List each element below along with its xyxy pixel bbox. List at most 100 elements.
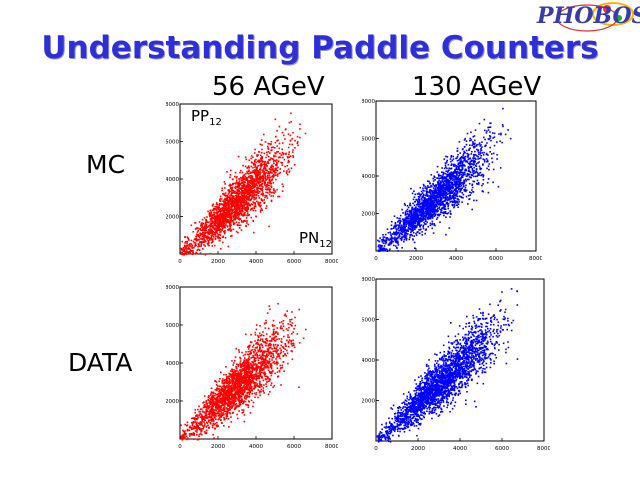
scatter-point: [253, 198, 256, 201]
scatter-point: [461, 201, 463, 203]
scatter-point: [475, 199, 478, 202]
scatter-point: [429, 222, 432, 225]
scatter-point: [266, 197, 269, 199]
scatter-point: [218, 217, 220, 220]
scatter-point: [486, 130, 488, 132]
scatter-point: [401, 228, 404, 230]
scatter-point: [426, 191, 428, 194]
scatter-point: [274, 167, 277, 170]
scatter-point: [404, 219, 406, 222]
scatter-point: [249, 187, 251, 189]
scatter-point: [242, 392, 245, 395]
scatter-point: [285, 153, 287, 156]
scatter-point: [464, 171, 466, 174]
scatter-point: [237, 202, 240, 204]
scatter-point: [458, 199, 460, 201]
scatter-point: [434, 191, 436, 194]
scatter-point: [258, 174, 260, 177]
scatter-point: [421, 220, 423, 222]
scatter-point: [464, 186, 467, 189]
scatter-point: [195, 238, 198, 241]
scatter-point: [446, 181, 449, 183]
scatter-point: [461, 175, 463, 178]
scatter-point: [261, 164, 264, 166]
scatter-point: [466, 174, 469, 177]
scatter-point: [239, 199, 241, 201]
scatter-point: [226, 195, 229, 197]
scatter-point: [388, 239, 390, 241]
scatter-point: [431, 202, 434, 204]
scatter-point: [214, 215, 217, 218]
scatter-point: [451, 182, 453, 184]
scatter-point: [216, 411, 219, 413]
slide-title: Understanding Paddle Counters: [41, 30, 599, 66]
scatter-point: [451, 173, 453, 175]
scatter-point: [449, 182, 452, 184]
scatter-point: [253, 189, 256, 191]
scatter-point: [230, 219, 232, 222]
scatter-point: [228, 384, 230, 387]
scatter-point: [480, 174, 482, 177]
scatter-point: [223, 223, 225, 225]
scatter-point: [454, 184, 457, 187]
scatter-point: [463, 146, 466, 148]
scatter-point: [502, 107, 504, 110]
scatter-point: [244, 211, 246, 214]
scatter-point: [425, 201, 428, 204]
scatter-point: [454, 194, 457, 197]
scatter-point: [463, 164, 465, 166]
scatter-point: [433, 190, 436, 193]
scatter-point: [418, 204, 421, 206]
scatter-point: [201, 224, 204, 226]
scatter-point: [396, 228, 398, 231]
scatter-point: [263, 152, 266, 155]
scatter-point: [448, 197, 450, 199]
scatter-point: [457, 186, 459, 189]
scatter-point: [215, 235, 217, 237]
scatter-point: [280, 154, 283, 156]
scatter-point: [268, 188, 271, 191]
scatter-point: [201, 222, 203, 224]
scatter-point: [403, 238, 406, 241]
scatter-point: [405, 223, 408, 225]
scatter-point: [233, 378, 236, 380]
scatter-point: [479, 145, 481, 147]
scatter-point: [239, 360, 242, 362]
scatter-point: [241, 186, 243, 189]
scatter-point: [260, 187, 262, 190]
scatter-point: [453, 183, 456, 185]
scatter-point: [431, 220, 434, 223]
scatter-point: [457, 153, 459, 156]
scatter-point: [263, 199, 265, 201]
scatter-point: [214, 208, 217, 211]
scatter-point: [481, 152, 484, 154]
scatter-point: [200, 229, 202, 231]
scatter-point: [425, 223, 427, 225]
scatter-point: [248, 180, 251, 182]
scatter-point: [465, 155, 467, 158]
scatter-point: [228, 213, 231, 216]
scatter-point: [408, 227, 411, 230]
scatter-point: [387, 232, 390, 234]
scatter-point: [265, 357, 267, 360]
scatter-point: [217, 415, 220, 417]
scatter-point: [224, 213, 226, 216]
scatter-point: [205, 219, 207, 221]
scatter-point: [241, 209, 243, 211]
scatter-point: [238, 188, 240, 190]
scatter-point: [242, 207, 244, 209]
scatter-point: [244, 214, 246, 216]
scatter-point: [416, 231, 418, 234]
scatter-point: [262, 171, 264, 173]
scatter-point: [476, 171, 479, 174]
scatter-point: [251, 171, 253, 174]
scatter-point: [437, 183, 439, 186]
scatter-point: [202, 411, 205, 413]
scatter-point: [222, 207, 224, 209]
scatter-point: [468, 157, 470, 160]
scatter-point: [462, 185, 465, 188]
scatter-point: [252, 344, 255, 347]
scatter-point: [459, 189, 462, 192]
scatter-point: [443, 211, 445, 213]
scatter-point: [180, 424, 182, 426]
